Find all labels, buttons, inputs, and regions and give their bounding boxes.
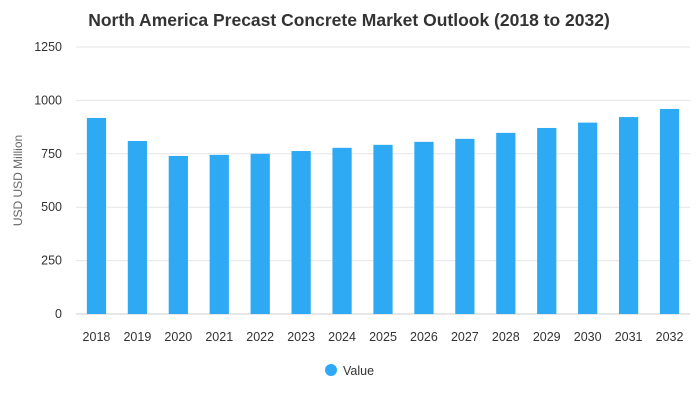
bar-2029[interactable] xyxy=(537,127,557,314)
y-tick-label: 750 xyxy=(41,147,62,161)
x-tick-label: 2027 xyxy=(451,330,479,344)
bar-2022[interactable] xyxy=(250,153,270,314)
y-tick-label: 0 xyxy=(55,307,62,321)
y-tick-label: 500 xyxy=(41,200,62,214)
bar-2020[interactable] xyxy=(168,155,188,314)
x-tick-label: 2030 xyxy=(574,330,602,344)
y-axis-ticks: 0 250 500 750 1000 1250 xyxy=(34,40,62,321)
y-axis-label: USD USD Million xyxy=(11,135,25,226)
legend-label-value: Value xyxy=(343,364,374,378)
bar-2025[interactable] xyxy=(373,144,393,314)
bars xyxy=(86,108,680,315)
bar-2032[interactable] xyxy=(659,108,680,314)
x-tick-label: 2021 xyxy=(205,330,233,344)
legend[interactable]: Value xyxy=(325,364,374,378)
chart-title: North America Precast Concrete Market Ou… xyxy=(88,10,610,30)
x-tick-label: 2018 xyxy=(83,330,111,344)
x-tick-label: 2023 xyxy=(287,330,315,344)
bar-2023[interactable] xyxy=(291,151,311,314)
x-tick-label: 2031 xyxy=(615,330,643,344)
x-tick-label: 2029 xyxy=(533,330,561,344)
bar-2027[interactable] xyxy=(455,138,475,314)
y-tick-label: 1250 xyxy=(34,40,62,54)
x-tick-label: 2028 xyxy=(492,330,520,344)
bar-2019[interactable] xyxy=(127,140,148,314)
bar-2030[interactable] xyxy=(578,122,598,314)
bar-2031[interactable] xyxy=(618,117,639,315)
x-axis-ticks: 2018 2019 2020 2021 2022 2023 2024 2025 2026 2027… xyxy=(83,330,684,344)
y-tick-label: 250 xyxy=(41,254,62,268)
y-tick-label: 1000 xyxy=(34,93,62,107)
x-tick-label: 2020 xyxy=(164,330,192,344)
x-tick-label: 2026 xyxy=(410,330,438,344)
bar-2024[interactable] xyxy=(332,147,352,314)
x-tick-label: 2019 xyxy=(123,330,151,344)
x-tick-label: 2022 xyxy=(246,330,274,344)
bar-2018[interactable] xyxy=(86,117,107,315)
bar-2021[interactable] xyxy=(209,154,229,314)
x-tick-label: 2032 xyxy=(656,330,684,344)
bar-2026[interactable] xyxy=(414,141,434,314)
x-tick-label: 2025 xyxy=(369,330,397,344)
bar-2028[interactable] xyxy=(496,132,516,314)
x-tick-label: 2024 xyxy=(328,330,356,344)
legend-marker-value xyxy=(325,364,337,376)
